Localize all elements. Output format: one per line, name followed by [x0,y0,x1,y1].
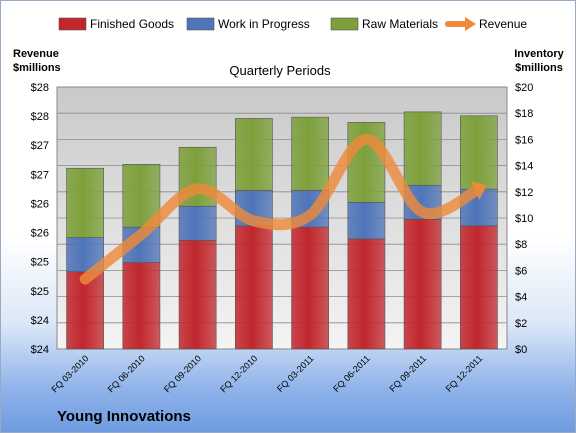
x-tick-label: FQ 09-2011 [387,353,428,394]
bar-finished-goods [291,226,329,350]
legend-label: Work in Progress [218,17,310,31]
bar-finished-goods [347,238,386,350]
left-tick-label: $24 [31,315,49,327]
right-tick-label: $0 [515,344,527,356]
right-axis-title-line1: Inventory [514,48,564,60]
left-tick-label: $27 [31,140,49,152]
revenue-arrowhead [471,180,488,201]
left-tick-label: $28 [31,82,49,94]
x-tick-label: FQ 09-2010 [162,353,203,394]
x-tick-label: FQ 06-2010 [106,353,147,394]
x-tick-label: FQ 12-2011 [444,353,485,394]
right-tick-label: $2 [515,318,527,330]
company-name: Young Innovations [57,408,191,425]
bar-finished-goods [460,225,498,350]
right-tick-label: $8 [515,239,527,251]
left-tick-label: $26 [31,228,49,240]
x-tick-label: FQ 06-2011 [331,353,372,394]
left-tick-label: $28 [31,111,49,123]
x-tick-label: FQ 12-2010 [218,353,259,394]
legend-swatch [330,17,359,31]
left-tick-label: $27 [31,169,49,181]
x-tick-label: FQ 03-2010 [50,353,91,394]
bar-raw-materials [291,116,329,191]
right-tick-label: $12 [515,187,533,199]
right-tick-label: $20 [515,82,533,94]
legend-swatch [186,17,215,31]
x-tick-label: FQ 03-2011 [275,353,316,394]
legend-label: Raw Materials [362,17,438,31]
plot-area: $0 $2 $4 $6 $8 $10 $12 $14 $16 $18 $20 $24 $24 $25 $25… [31,82,534,394]
bar-work-in-progress [347,201,386,240]
legend-label: Finished Goods [90,17,174,31]
chart-title: Quarterly Periods [229,63,331,78]
left-tick-label: $25 [31,286,49,298]
right-tick-label: $14 [515,161,533,173]
bar-finished-goods [122,262,161,350]
left-tick-label: $25 [31,257,49,269]
bar-work-in-progress [178,205,217,241]
bar-raw-materials [235,118,273,191]
left-axis-title-line2: $millions [13,62,61,74]
legend-label: Revenue [479,17,527,31]
right-tick-label: $6 [515,265,527,277]
left-axis-title-line1: Revenue [13,48,59,60]
bar-finished-goods [403,219,442,350]
bar-finished-goods [178,239,217,350]
right-tick-label: $4 [515,292,527,304]
bar-finished-goods [235,225,273,350]
right-tick-label: $10 [515,213,533,225]
legend-arrow-icon [465,17,476,31]
bar-raw-materials [403,111,442,186]
legend: Finished Goods Work in Progress Raw Materi… [58,17,527,31]
left-tick-label: $24 [31,344,49,356]
legend-swatch [58,17,87,31]
revenue-line [79,133,485,285]
right-tick-label: $18 [515,108,533,120]
bar-raw-materials [460,115,498,190]
right-axis-title-line2: $millions [515,62,563,74]
left-tick-label: $26 [31,198,49,210]
right-tick-label: $16 [515,134,533,146]
bar-raw-materials [66,167,104,238]
